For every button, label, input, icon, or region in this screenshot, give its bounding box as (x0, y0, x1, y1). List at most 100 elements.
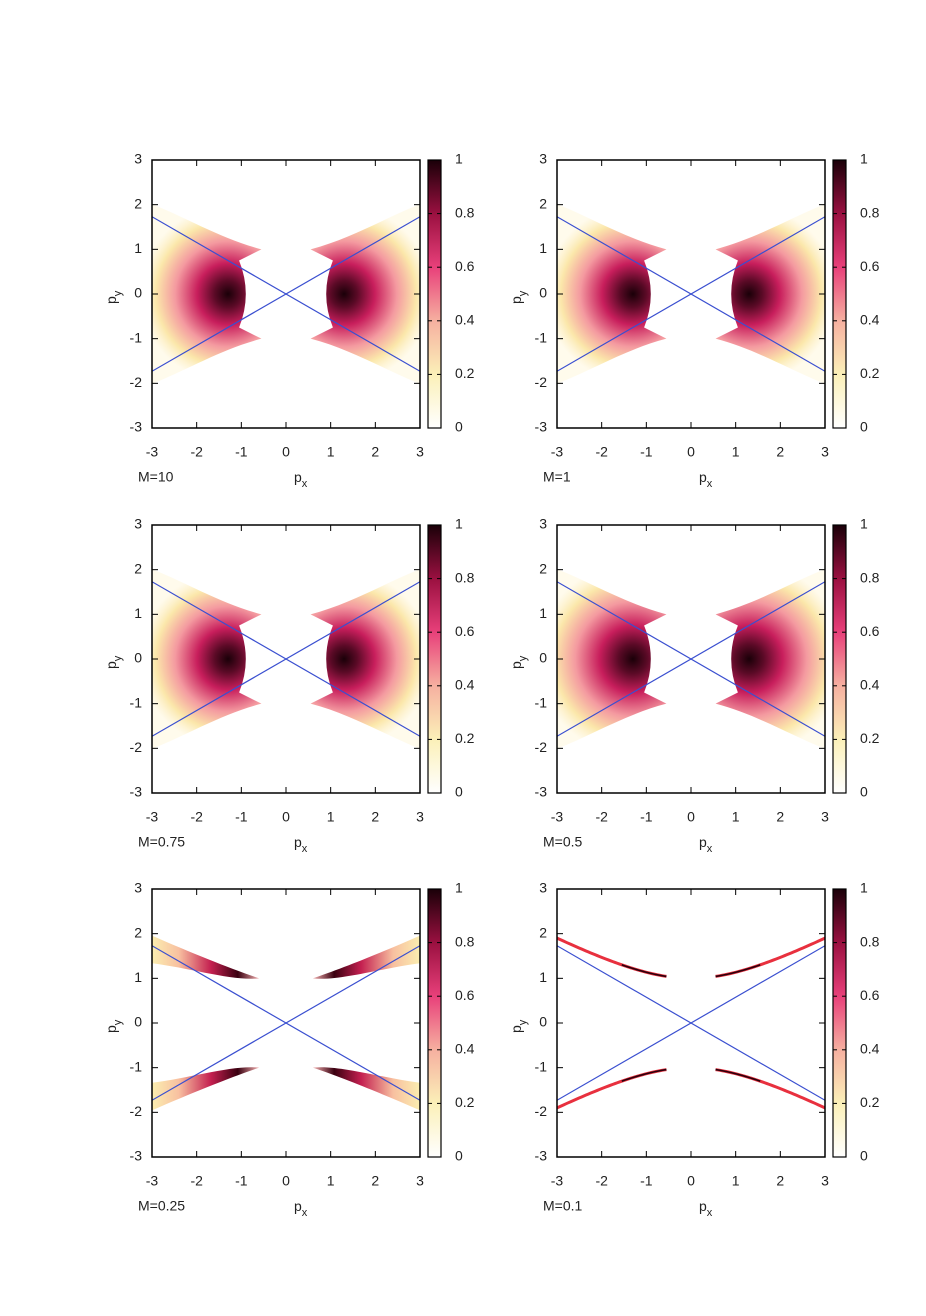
y-tick-label: 3 (134, 880, 142, 896)
y-tick-label: -2 (130, 1103, 143, 1119)
y-axis-label: py (103, 1019, 124, 1033)
y-axis-label-sub: y (517, 290, 529, 296)
y-tick-label: 0 (539, 650, 547, 666)
y-axis-label-sub: y (517, 655, 529, 661)
density-peak (621, 1068, 667, 1082)
density-band (312, 1067, 420, 1111)
annotation: M=0.5 (543, 834, 583, 850)
x-tick-label: 1 (732, 809, 740, 825)
colorbar-tick-label: 1 (860, 516, 868, 532)
x-axis-label: px (294, 469, 308, 490)
y-tick-label: 3 (539, 516, 547, 532)
colorbar-tick-label: 0.6 (455, 623, 475, 639)
y-axis-label-sub: y (112, 1019, 124, 1025)
y-axis-label: py (508, 1019, 529, 1033)
x-tick-label: -1 (235, 444, 248, 460)
density-peak (715, 1068, 761, 1082)
y-tick-label: -3 (535, 784, 548, 800)
density-lobe (152, 569, 262, 749)
x-tick-label: 3 (416, 444, 424, 460)
colorbar-tick-label: 0 (455, 1148, 463, 1164)
x-tick-label: 0 (282, 1173, 290, 1189)
x-tick-label: -3 (146, 1173, 159, 1189)
colorbar-tick-label: 1 (455, 516, 463, 532)
density-map (152, 204, 420, 384)
y-tick-label: 0 (134, 1014, 142, 1030)
colorbar-tick-label: 0 (860, 784, 868, 800)
x-tick-label: 2 (776, 809, 784, 825)
x-tick-label: -2 (595, 444, 608, 460)
density-ridge (715, 1068, 825, 1110)
x-axis-label-main: p (294, 834, 302, 850)
colorbar (427, 159, 442, 429)
y-axis-label-sub: y (517, 1019, 529, 1025)
x-tick-label: -2 (190, 809, 203, 825)
y-tick-label: -1 (130, 694, 143, 710)
y-axis-label: py (508, 290, 529, 304)
reference-line (152, 581, 420, 737)
y-tick-label: 1 (539, 240, 547, 256)
colorbar-tick-label: 0.8 (455, 204, 475, 220)
colorbar-tick-label: 0.6 (860, 987, 880, 1003)
reference-line (557, 581, 825, 737)
x-tick-label: -1 (640, 444, 653, 460)
colorbar (832, 524, 847, 794)
y-tick-label: -2 (535, 739, 548, 755)
annotation: M=0.1 (543, 1198, 583, 1214)
y-tick-label: 0 (539, 285, 547, 301)
x-tick-label: -3 (551, 444, 564, 460)
colorbar-tick-label: 0.4 (860, 677, 880, 693)
panel: -3 -2 -1 0 1 2 3-3-2-10123pxpyM=1000.20.40.60.… (103, 151, 475, 490)
y-tick-label: 1 (134, 240, 142, 256)
x-tick-label: -1 (235, 809, 248, 825)
colorbar-tick-label: 0 (860, 1148, 868, 1164)
colorbar-tick-label: 0 (455, 419, 463, 435)
y-tick-label: -3 (535, 419, 548, 435)
y-tick-label: 1 (134, 605, 142, 621)
density-lobe (310, 569, 420, 749)
colorbar-tick-label: 0.8 (860, 569, 880, 585)
colorbar-tick-label: 0.6 (860, 258, 880, 274)
density-map (557, 204, 825, 384)
y-axis-label: py (103, 655, 124, 669)
density-lobe (310, 204, 420, 384)
reference-line (557, 216, 825, 372)
x-axis-label-sub: x (707, 478, 713, 490)
density-lobe (715, 204, 825, 384)
colorbar (427, 888, 442, 1158)
y-tick-label: 3 (539, 151, 547, 167)
annotation: M=1 (543, 469, 571, 485)
y-tick-label: -2 (535, 1103, 548, 1119)
density-lobe (152, 204, 262, 384)
colorbar-tick-label: 0.2 (860, 365, 880, 381)
x-axis-label: px (699, 469, 713, 490)
x-axis-label-main: p (294, 1198, 302, 1214)
y-tick-label: -3 (130, 1148, 143, 1164)
colorbar (832, 888, 847, 1158)
x-axis-label-main: p (294, 469, 302, 485)
y-tick-label: 3 (134, 151, 142, 167)
x-tick-label: 1 (732, 444, 740, 460)
annotation: M=0.25 (138, 1198, 185, 1214)
x-tick-label: 0 (687, 1173, 695, 1189)
x-tick-label: 3 (416, 1173, 424, 1189)
x-tick-label: -1 (640, 809, 653, 825)
colorbar-tick-label: 0.2 (860, 730, 880, 746)
x-axis-label-main: p (699, 469, 707, 485)
x-axis-label-main: p (699, 834, 707, 850)
y-tick-label: -1 (130, 329, 143, 345)
density-map (152, 569, 420, 749)
x-axis-label: px (699, 834, 713, 855)
density-band (152, 935, 260, 979)
x-tick-label: 3 (821, 1173, 829, 1189)
x-tick-label: -2 (190, 444, 203, 460)
x-tick-label: 0 (282, 444, 290, 460)
colorbar-tick-label: 0 (455, 784, 463, 800)
x-axis-label-sub: x (302, 1207, 308, 1219)
colorbar-tick-label: 0 (860, 419, 868, 435)
colorbar-tick-label: 0.6 (455, 987, 475, 1003)
x-tick-label: 2 (371, 1173, 379, 1189)
x-tick-label: 3 (416, 809, 424, 825)
y-axis-label-main: p (508, 1025, 524, 1033)
